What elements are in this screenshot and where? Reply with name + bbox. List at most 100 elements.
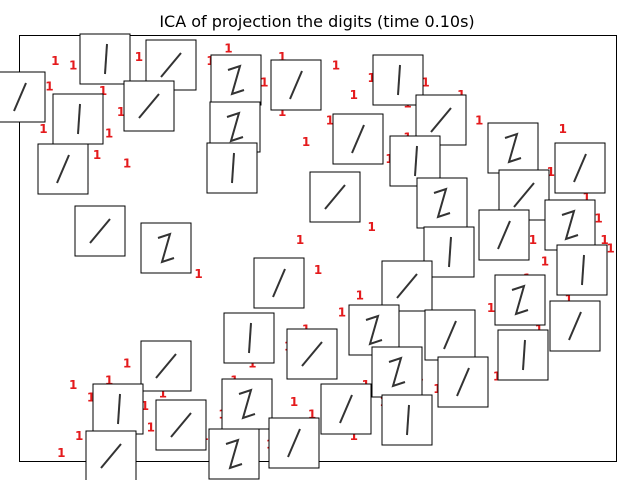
handwritten-digit-stroke [231, 152, 235, 184]
data-point-label: 1 [535, 322, 543, 336]
digit-thumbnail [268, 417, 320, 469]
digit-thumbnail [478, 209, 530, 261]
digit-thumbnail [554, 142, 606, 194]
handwritten-digit-stroke [406, 404, 410, 436]
handwritten-digit-stroke [581, 254, 585, 286]
handwritten-digit-stroke [157, 232, 175, 264]
handwritten-digit-stroke [456, 367, 470, 397]
data-point-label: 1 [117, 105, 125, 119]
data-point-label: 1 [135, 50, 143, 64]
data-point-label: 1 [356, 288, 364, 302]
data-point-label: 1 [105, 374, 113, 388]
data-point-label: 1 [260, 75, 268, 89]
digit-thumbnail [381, 260, 433, 312]
digit-thumbnail [37, 143, 89, 195]
data-point-label: 1 [582, 190, 590, 204]
data-point-label: 1 [69, 58, 77, 72]
data-point-label: 1 [57, 446, 65, 460]
digit-thumbnail [0, 71, 46, 123]
digit-thumbnail [270, 59, 322, 111]
data-point-label: 1 [493, 369, 501, 383]
handwritten-digit-stroke [497, 220, 511, 250]
data-point-label: 1 [326, 114, 334, 128]
data-point-label: 1 [105, 127, 113, 141]
handwritten-digit-stroke [138, 93, 160, 119]
handwritten-digit-stroke [433, 187, 451, 219]
digit-thumbnail [286, 328, 338, 380]
digit-thumbnail [416, 177, 468, 229]
handwritten-digit-stroke [289, 70, 303, 100]
data-point-label: 1 [541, 254, 549, 268]
data-point-label: 1 [45, 80, 53, 94]
data-point-label: 1 [559, 122, 567, 136]
handwritten-digit-stroke [226, 111, 244, 143]
data-point-label: 1 [368, 220, 376, 234]
data-point-label: 1 [547, 165, 555, 179]
handwritten-digit-stroke [287, 428, 301, 458]
data-point-label: 1 [302, 135, 310, 149]
handwritten-digit-stroke [160, 52, 182, 78]
chart-title: ICA of projection the digits (time 0.10s… [159, 12, 474, 31]
data-point-label: 1 [338, 305, 346, 319]
data-point-label: 1 [529, 233, 537, 247]
handwritten-digit-stroke [561, 209, 579, 241]
handwritten-digit-stroke [504, 132, 522, 164]
data-point-label: 1 [606, 242, 614, 256]
handwritten-digit-stroke [272, 268, 286, 298]
handwritten-digit-stroke [117, 393, 121, 425]
digit-thumbnail [332, 113, 384, 165]
data-point-label: 1 [350, 429, 358, 443]
digit-thumbnail [372, 54, 424, 106]
handwritten-digit-stroke [56, 154, 70, 184]
data-point-label: 1 [368, 71, 376, 85]
data-point-label: 1 [314, 263, 322, 277]
digit-thumbnail [79, 33, 131, 85]
data-point-label: 1 [350, 88, 358, 102]
handwritten-digit-stroke [568, 311, 582, 341]
data-point-label: 1 [99, 84, 107, 98]
digit-thumbnail [92, 383, 144, 435]
handwritten-digit-stroke [238, 388, 256, 420]
handwritten-digit-stroke [100, 443, 122, 469]
handwritten-digit-stroke [443, 320, 457, 350]
data-point-label: 1 [290, 395, 298, 409]
data-point-label: 1 [51, 54, 59, 68]
handwritten-digit-stroke [351, 124, 365, 154]
handwritten-digit-stroke [573, 153, 587, 183]
digit-thumbnail [85, 430, 137, 480]
digit-thumbnail [74, 205, 126, 257]
handwritten-digit-stroke [397, 64, 401, 96]
data-point-label: 1 [123, 156, 131, 170]
handwritten-digit-stroke [388, 356, 406, 388]
data-point-label: 1 [147, 420, 155, 434]
data-point-label: 1 [141, 399, 149, 413]
digit-thumbnail [497, 329, 549, 381]
data-point-label: 1 [278, 105, 286, 119]
data-point-label: 1 [224, 41, 232, 55]
digit-thumbnail [140, 222, 192, 274]
digit-thumbnail [544, 199, 596, 251]
data-point-label: 1 [475, 114, 483, 128]
handwritten-digit-stroke [513, 182, 535, 208]
data-point-label: 1 [433, 382, 441, 396]
handwritten-digit-stroke [13, 82, 27, 112]
data-point-label: 1 [565, 293, 573, 307]
handwritten-digit-stroke [414, 145, 418, 177]
handwritten-digit-stroke [324, 184, 346, 210]
digit-thumbnail [494, 274, 546, 326]
digit-thumbnail [253, 257, 305, 309]
handwritten-digit-stroke [155, 353, 177, 379]
data-point-label: 1 [75, 429, 83, 443]
handwritten-digit-stroke [448, 236, 452, 268]
handwritten-digit-stroke [227, 64, 245, 96]
digit-thumbnail [123, 80, 175, 132]
digit-thumbnail [210, 54, 262, 106]
data-point-label: 1 [487, 301, 495, 315]
digit-thumbnails-layer [0, 33, 608, 480]
digit-thumbnail [223, 312, 275, 364]
handwritten-digit-stroke [522, 339, 526, 371]
digit-thumbnail [556, 244, 608, 296]
data-point-label: 1 [39, 122, 47, 136]
handwritten-digit-stroke [301, 341, 323, 367]
